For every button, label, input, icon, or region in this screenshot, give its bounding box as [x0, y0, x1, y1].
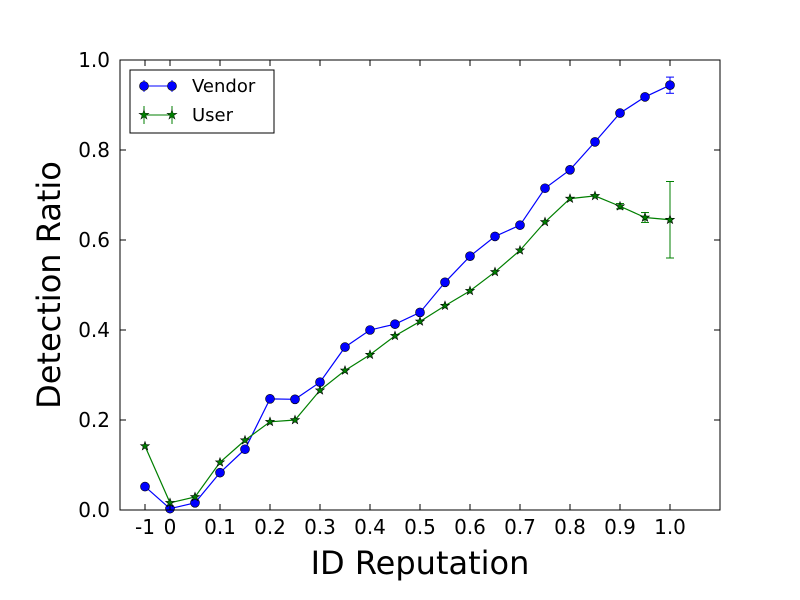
- series-line-user: [144, 195, 671, 504]
- x-tick-label: 0.5: [404, 515, 436, 539]
- point-vendor: [190, 497, 200, 508]
- point-vendor: [215, 467, 225, 478]
- x-tick-label: 0.6: [454, 515, 486, 539]
- x-axis-title: ID Reputation: [311, 544, 530, 582]
- point-user: [189, 491, 201, 502]
- legend-user-marker-2: ★: [166, 108, 178, 123]
- point-user: [239, 434, 251, 445]
- point-vendor: [140, 481, 150, 492]
- x-tick-label: 0.4: [354, 515, 386, 539]
- x-tick-label: 0.1: [204, 515, 236, 539]
- series-line-vendor: [144, 84, 671, 510]
- legend-vendor-marker: [139, 81, 149, 91]
- x-tick-label: 1.0: [654, 515, 686, 539]
- y-tick-label: 0.0: [78, 498, 110, 522]
- y-tick-label: 1.0: [78, 48, 110, 72]
- legend-box: [129, 69, 275, 134]
- point-vendor: [390, 319, 400, 329]
- point-user: [414, 315, 426, 326]
- x-tick-label: 0.3: [304, 515, 336, 539]
- point-vendor: [365, 325, 375, 335]
- x-tick-label: 0.2: [254, 515, 286, 539]
- y-tick-label: 0.4: [78, 318, 110, 342]
- x-tick-label: 0: [164, 515, 177, 539]
- x-tick-label: 0.8: [554, 515, 586, 539]
- plot-area: [120, 60, 720, 510]
- legend-user-marker: ★: [138, 108, 150, 123]
- point-vendor: [240, 444, 250, 455]
- legend-user-label: User: [192, 105, 234, 126]
- point-vendor: [615, 108, 625, 118]
- point-user: [364, 349, 376, 360]
- legend: Vendor ★ ★ User: [129, 69, 275, 134]
- point-user: [339, 365, 351, 375]
- point-vendor: [340, 342, 350, 352]
- point-vendor: [665, 80, 675, 90]
- point-user: [464, 285, 476, 296]
- point-user: [664, 214, 676, 225]
- point-user: [264, 416, 276, 427]
- point-vendor: [565, 165, 575, 175]
- legend-entry-user: ★ ★ User: [138, 105, 234, 126]
- point-user: [389, 330, 401, 341]
- point-vendor: [440, 277, 450, 288]
- point-vendor: [265, 394, 275, 404]
- legend-vendor-label: Vendor: [192, 76, 256, 97]
- point-vendor: [640, 92, 650, 102]
- x-tick-label: 0.9: [604, 515, 636, 539]
- point-user: [489, 266, 501, 277]
- point-vendor: [490, 231, 500, 242]
- point-vendor: [415, 307, 425, 318]
- point-vendor: [290, 394, 300, 405]
- point-user: [539, 216, 551, 227]
- series-user: [139, 181, 676, 508]
- legend-vendor-marker-2: [167, 81, 177, 91]
- point-vendor: [465, 251, 475, 262]
- y-tick-label: 0.2: [78, 408, 110, 432]
- x-tick-label: -1: [135, 515, 155, 539]
- point-user: [439, 300, 451, 311]
- point-user: [289, 414, 301, 425]
- y-axis-title: Detection Ratio: [30, 161, 68, 409]
- point-user: [589, 190, 601, 201]
- point-user: [564, 193, 576, 204]
- point-user: [314, 384, 326, 395]
- ticks-layer: -1 0 0.1 0.2 0.3 0.4 0.5 0.6 0.7 0.8 0.9 1.0 0.0 0.2 0…: [78, 48, 720, 539]
- point-user: [214, 456, 226, 467]
- point-vendor: [590, 137, 600, 147]
- legend-entry-vendor: Vendor: [139, 76, 256, 97]
- x-tick-label: 0.7: [504, 515, 536, 539]
- point-user: [139, 440, 151, 451]
- y-tick-label: 0.6: [78, 228, 110, 252]
- point-user: [639, 212, 651, 222]
- point-user: [614, 200, 626, 211]
- point-vendor: [515, 220, 525, 230]
- point-user: [514, 244, 526, 255]
- point-vendor: [540, 183, 550, 194]
- y-tick-label: 0.8: [78, 138, 110, 162]
